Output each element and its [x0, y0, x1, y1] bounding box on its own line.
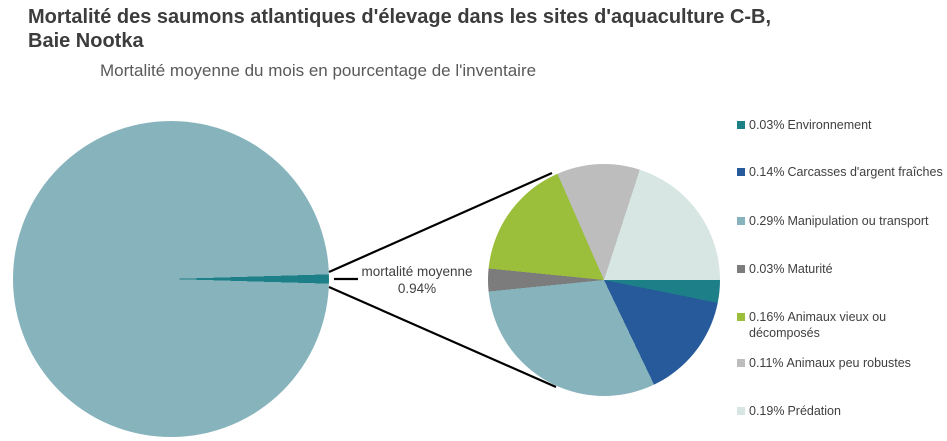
legend-label: Environnement [787, 118, 872, 132]
legend-value: 0.03% [749, 262, 785, 276]
legend-swatch-animaux-vieux [737, 313, 745, 321]
chart-title-line2: Baie Nootka [28, 30, 144, 52]
legend-value: 0.14% [749, 165, 785, 179]
chart-subtitle: Mortalité moyenne du mois en pourcentage… [100, 61, 537, 80]
legend-value: 0.03% [749, 118, 785, 132]
legend-label: Prédation [787, 404, 841, 418]
legend: 0.03% Environnement 0.14% Carcasses d'arge… [737, 0, 945, 441]
callout-label: mortalité moyenne 0.94% [352, 264, 482, 298]
legend-item-predation: 0.19% Prédation [737, 404, 945, 420]
callout-label-value: 0.94% [397, 280, 437, 296]
legend-item-maturite: 0.03% Maturité [737, 262, 945, 278]
detail-pie [488, 164, 720, 396]
chart-title-line1: Mortalité des saumons atlantiques d'élev… [28, 6, 772, 28]
legend-label: Manipulation ou transport [787, 214, 929, 228]
legend-value: 0.19% [749, 404, 785, 418]
legend-swatch-manipulation [737, 217, 745, 225]
legend-value: 0.16% [749, 310, 785, 324]
legend-swatch-environnement [737, 121, 745, 129]
callout-label-text: mortalité moyenne [361, 264, 473, 279]
legend-label: Maturité [787, 262, 833, 276]
legend-swatch-carcasses [737, 168, 745, 176]
main-pie [13, 121, 329, 437]
legend-label: Animaux vieux ou décomposés [749, 310, 887, 340]
legend-item-carcasses: 0.14% Carcasses d'argent fraîches [737, 165, 945, 181]
legend-item-animaux-vieux: 0.16% Animaux vieux ou décomposés [737, 310, 945, 341]
legend-item-animaux-peu-robustes: 0.11% Animaux peu robustes [737, 356, 945, 372]
legend-label: Carcasses d'argent fraîches [787, 165, 943, 179]
legend-swatch-animaux-peu-robustes [737, 359, 745, 367]
legend-value: 0.11% [749, 356, 784, 370]
chart-title: Mortalité des saumons atlantiques d'élev… [28, 5, 928, 53]
legend-item-manipulation: 0.29% Manipulation ou transport [737, 214, 945, 230]
legend-item-environnement: 0.03% Environnement [737, 118, 945, 134]
legend-swatch-predation [737, 407, 745, 415]
legend-label: Animaux peu robustes [786, 356, 911, 370]
legend-value: 0.29% [749, 214, 785, 228]
legend-swatch-maturite [737, 265, 745, 273]
